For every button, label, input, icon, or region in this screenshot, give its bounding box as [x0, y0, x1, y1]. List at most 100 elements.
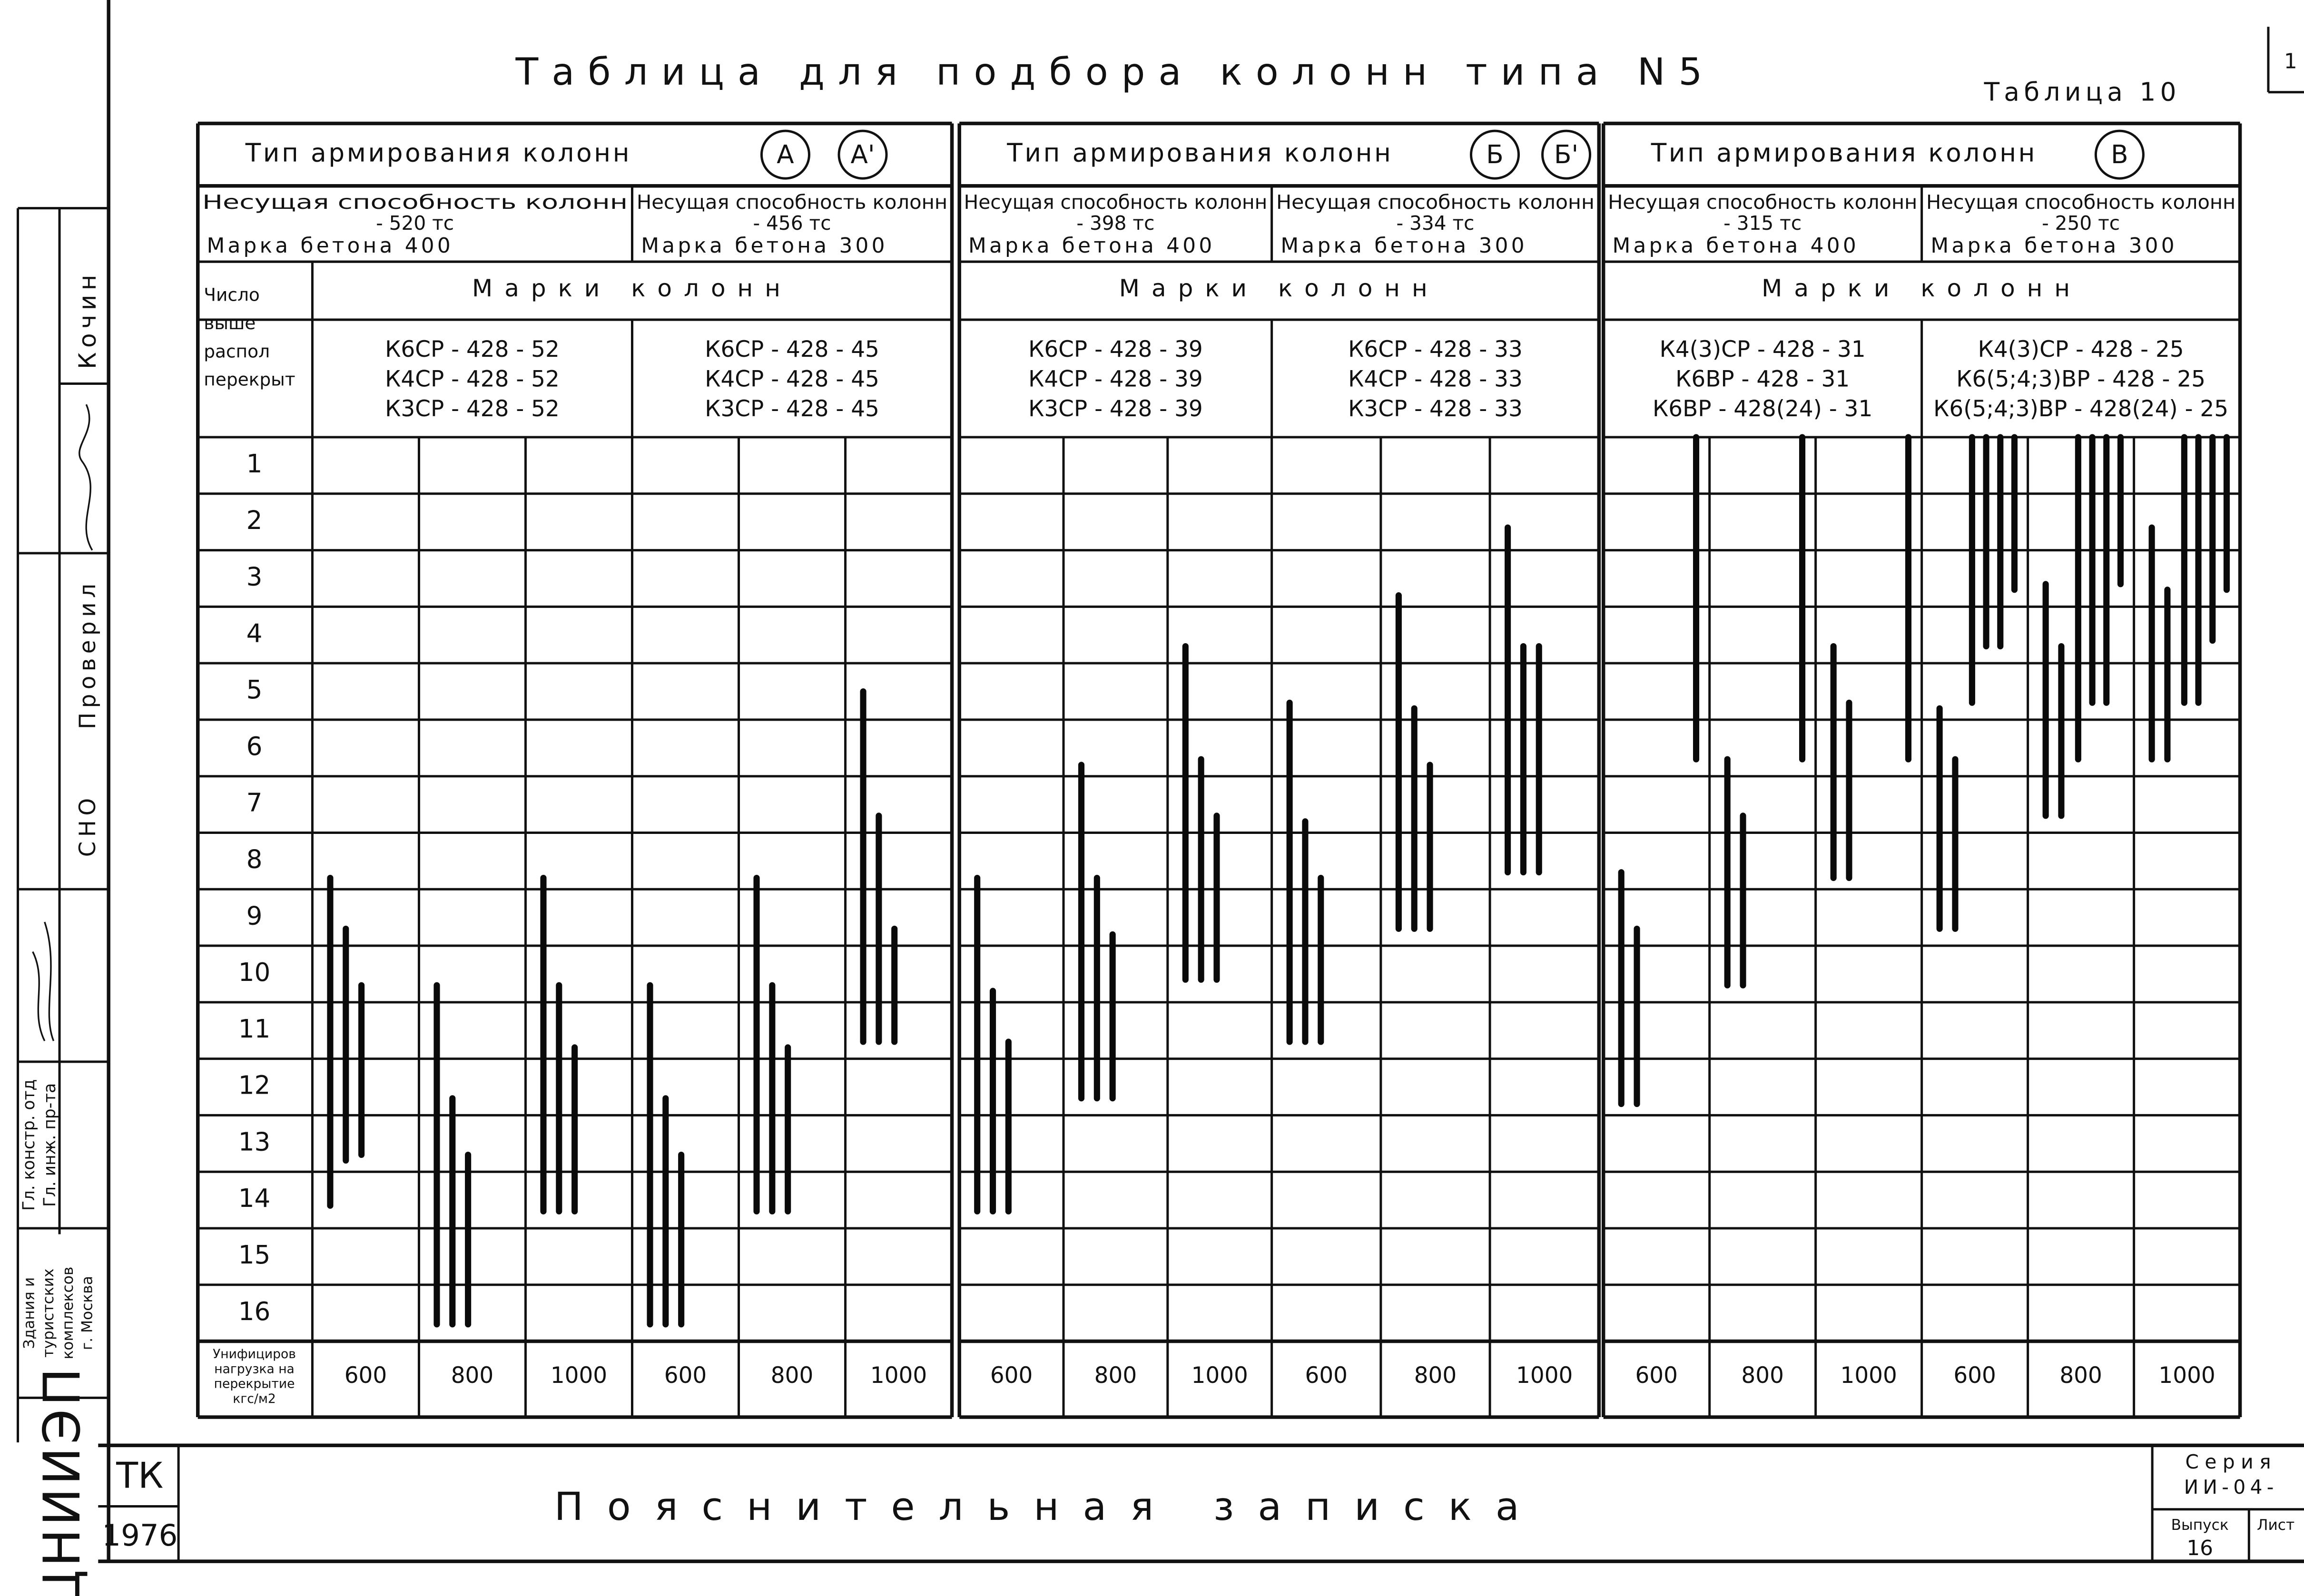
load-value: 1000	[1191, 1362, 1248, 1389]
type-letter: Б'	[1554, 140, 1578, 169]
type-circle	[760, 129, 810, 180]
row-number: 13	[238, 1127, 271, 1156]
type-circle	[837, 129, 888, 180]
table-number: Таблица 10	[1984, 78, 2181, 107]
column-mark: К6СР - 428 - 45	[705, 336, 879, 362]
selection-table: Числовышерасполперекрыт12345678910111213…	[196, 121, 2242, 1419]
capacity-label: Несущая способность колонн	[1608, 191, 1917, 214]
capacity: - 315 тс	[1723, 212, 1802, 235]
row-number: 6	[246, 732, 263, 761]
capacity-label: Несущая способность колонн	[637, 191, 947, 214]
load-value: 800	[771, 1362, 813, 1389]
group-header: Тип армирования колонн	[245, 138, 631, 168]
column-mark: К3СР - 428 - 52	[385, 396, 560, 422]
row-number: 14	[238, 1184, 271, 1213]
row-header: выше	[204, 313, 256, 333]
stamp-chief-eng: Гл. инж. пр-та	[40, 1083, 59, 1207]
column-mark: К6ВР - 428 - 31	[1675, 366, 1850, 392]
capacity-label: Несущая способность колонн	[1276, 191, 1595, 214]
group-header: Тип армирования колонн	[1651, 138, 2037, 168]
row-number: 16	[238, 1297, 271, 1326]
row-number: 1	[246, 449, 263, 479]
load-value: 1000	[551, 1362, 607, 1389]
column-mark: К3СР - 428 - 45	[705, 396, 879, 422]
capacity: - 398 тс	[1076, 212, 1154, 235]
load-value: 600	[990, 1362, 1033, 1389]
capacity: - 250 тс	[2042, 212, 2120, 235]
load-value: 800	[451, 1362, 493, 1389]
row-header: распол	[204, 341, 270, 362]
load-header: Унифициров	[213, 1347, 296, 1361]
type-letter: А'	[851, 140, 875, 169]
load-header: кгс/м2	[233, 1391, 276, 1406]
column-mark: К6(5;4;3)ВР - 428(24) - 25	[1933, 396, 2228, 422]
column-mark: К4СР - 428 - 45	[705, 366, 879, 392]
series: ИИ-04-	[2184, 1476, 2278, 1498]
column-mark: К4(3)СР - 428 - 25	[1978, 336, 2184, 362]
capacity-label: Несущая способность колонн	[1926, 191, 2235, 214]
row-number: 15	[238, 1240, 271, 1270]
load-value: 600	[1305, 1362, 1348, 1389]
stamp-dept: СНО	[75, 793, 101, 857]
sheet-label: Лист	[2257, 1517, 2294, 1534]
row-number: 12	[238, 1071, 271, 1100]
row-number: 8	[246, 845, 263, 874]
column-mark: К4СР - 428 - 39	[1028, 366, 1203, 392]
page-corner: 1	[2284, 49, 2297, 73]
group-header: Тип армирования колонн	[1006, 138, 1393, 168]
type-circle	[1469, 129, 1520, 180]
issue-label: Выпуск	[2171, 1517, 2229, 1534]
marks-header: Марки колонн	[1762, 274, 2082, 302]
column-mark: К4СР - 428 - 33	[1348, 366, 1523, 392]
load-header: перекрытие	[214, 1377, 295, 1391]
column-mark: К6СР - 428 - 39	[1028, 336, 1203, 362]
type-letter: В	[2111, 140, 2128, 169]
capacity: - 334 тс	[1396, 212, 1474, 235]
concrete: Марка бетона 400	[207, 234, 453, 258]
row-number: 2	[246, 506, 263, 535]
column-mark: К4(3)СР - 428 - 31	[1660, 336, 1866, 362]
footer-year: 1976	[102, 1518, 177, 1553]
column-mark: К6(5;4;3)ВР - 428 - 25	[1956, 366, 2206, 392]
stamp-chief-dept: Гл. констр. отд	[20, 1079, 39, 1211]
load-value: 600	[345, 1362, 387, 1389]
load-value: 800	[1741, 1362, 1783, 1389]
load-value: 600	[1953, 1362, 1996, 1389]
capacity: - 456 тс	[753, 212, 831, 235]
stamp-org: Здания и	[21, 1277, 38, 1349]
issue: 16	[2186, 1536, 2213, 1560]
concrete: Марка бетона 400	[968, 234, 1215, 258]
load-header: нагрузка на	[214, 1361, 295, 1376]
signature	[32, 921, 55, 1041]
row-number: 9	[246, 901, 263, 930]
type-letter: А	[777, 140, 794, 169]
type-letter: Б	[1486, 140, 1503, 169]
row-number: 5	[246, 675, 263, 705]
row-number: 11	[238, 1014, 271, 1044]
load-value: 1000	[1516, 1362, 1573, 1389]
row-number: 3	[246, 562, 263, 592]
signature	[79, 404, 93, 551]
column-mark: К6СР - 428 - 33	[1348, 336, 1523, 362]
load-value: 1000	[870, 1362, 927, 1389]
footer-title: Пояснительная записка	[554, 1485, 1543, 1529]
stamp-org: комплексов	[59, 1267, 77, 1360]
load-value: 600	[664, 1362, 707, 1389]
concrete: Марка бетона 300	[641, 234, 887, 258]
footer-code: ТК	[116, 1455, 163, 1497]
capacity: - 520 тс	[376, 212, 454, 235]
concrete: Марка бетона 400	[1612, 234, 1859, 258]
sheet-title: Таблица для подбора колонн типа N5	[515, 50, 1716, 94]
frame	[17, 0, 2304, 1563]
column-mark: К4СР - 428 - 52	[385, 366, 560, 392]
row-number: 10	[238, 958, 271, 987]
load-value: 1000	[2158, 1362, 2215, 1389]
load-value: 1000	[1841, 1362, 1897, 1389]
load-value: 600	[1635, 1362, 1677, 1389]
type-circle	[1541, 129, 1592, 180]
capacity-label: Несущая способность колонн	[202, 191, 628, 214]
column-mark: К3СР - 428 - 39	[1028, 396, 1203, 422]
